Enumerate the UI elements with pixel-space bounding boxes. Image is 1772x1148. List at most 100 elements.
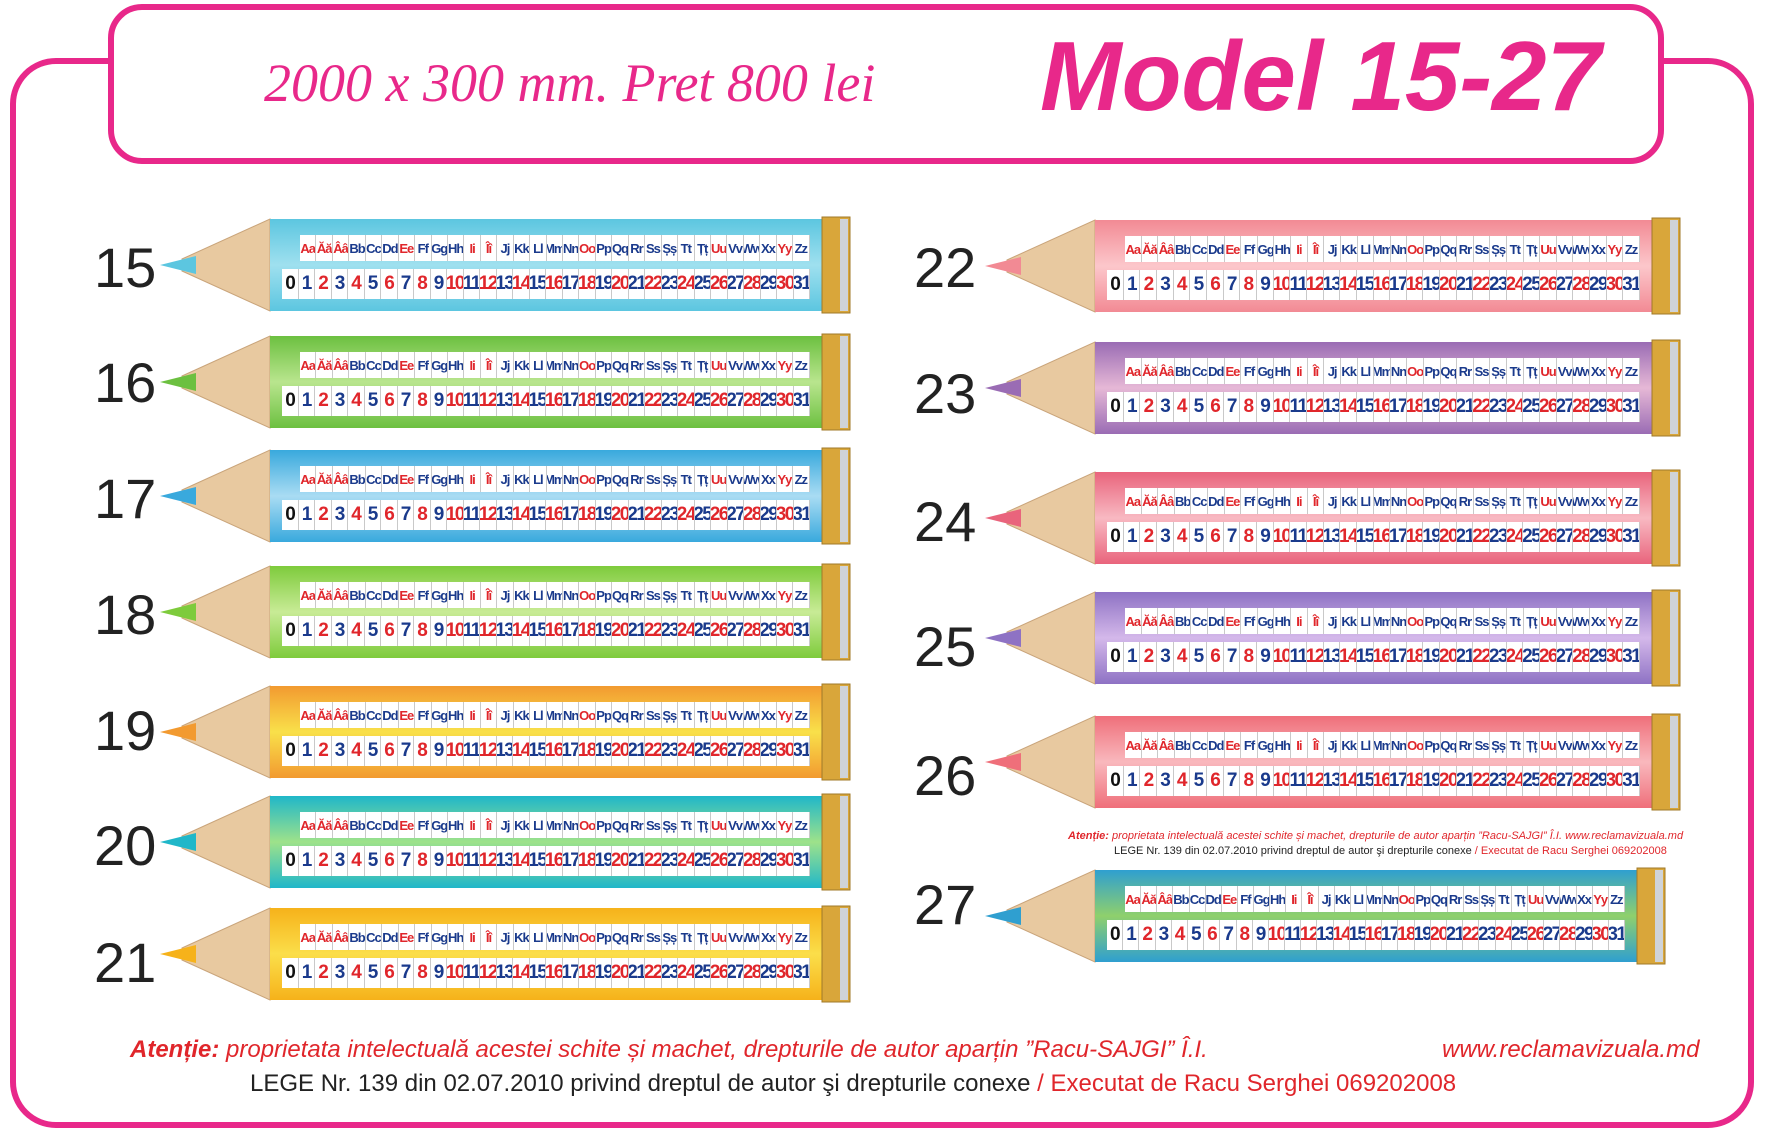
digit-cell: 28: [1573, 392, 1591, 422]
pencil-number: 22: [914, 236, 977, 299]
letter-cell: Yy: [776, 352, 794, 378]
digit-cell: 24: [1495, 920, 1512, 950]
digit-cell: 21: [628, 616, 645, 646]
digit-cell: 2: [315, 269, 332, 299]
pencil-shape: [160, 563, 851, 661]
pencil-lead: [985, 753, 1021, 771]
digit-cell: 26: [711, 500, 728, 530]
letter-cell: Ââ: [332, 924, 350, 950]
letter-cell: Tt: [1507, 608, 1524, 634]
letter-cell: Gg: [1257, 488, 1275, 514]
letter-cell: Cc: [365, 582, 383, 608]
pencil-ferrule: [840, 219, 848, 311]
digit-cell: 7: [1220, 920, 1237, 950]
digit-cell: 13: [496, 846, 513, 876]
letter-cell: Bb: [349, 352, 366, 378]
letter-cell: Șș: [661, 582, 679, 608]
digit-cell: 11: [1285, 920, 1302, 950]
pencil-number: 27: [914, 873, 977, 936]
digit-cell: 12: [480, 500, 497, 530]
letter-cell: Ăă: [1141, 608, 1159, 634]
pencil-ferrule: [1670, 592, 1678, 684]
letter-cell: Cc: [365, 352, 383, 378]
digit-cell: 8: [1236, 920, 1253, 950]
digit-cell: 8: [1240, 642, 1257, 672]
digit-cell: 19: [595, 958, 612, 988]
digit-cell: 4: [348, 500, 365, 530]
digit-cell: 19: [595, 269, 612, 299]
letter-cell: Qq: [1431, 886, 1448, 912]
letter-cell: Nn: [1390, 358, 1408, 384]
digit-cell: 0: [282, 269, 299, 299]
header-title: Model 15-27: [1040, 21, 1601, 131]
letter-cell: Ss: [645, 582, 662, 608]
letter-cell: Rr: [628, 352, 646, 378]
digit-cell: 18: [1406, 392, 1424, 422]
pencil-shape: [985, 867, 1666, 965]
digit-cell: 21: [628, 500, 645, 530]
digit-cell: 15: [529, 846, 546, 876]
pencil-shape: [985, 589, 1681, 687]
pencil-shape: [985, 339, 1681, 437]
digit-cell: 31: [1623, 522, 1640, 552]
digit-cell: 30: [1606, 642, 1624, 672]
digit-cell: 16: [1373, 392, 1391, 422]
letter-cell: Ll: [1357, 608, 1375, 634]
letter-cell: Pp: [1423, 488, 1441, 514]
letter-cell: Țț: [1523, 608, 1541, 634]
digit-cell: 20: [612, 616, 629, 646]
letter-cell: Tt: [678, 702, 695, 728]
pencil-number: 16: [94, 351, 157, 414]
digit-cell: 28: [744, 736, 761, 766]
digit-cell: 15: [529, 386, 546, 416]
digit-cell: 3: [1156, 392, 1174, 422]
digit-cell: 3: [1156, 522, 1174, 552]
letter-cell: Rr: [1457, 358, 1474, 384]
digit-cell: 6: [381, 846, 398, 876]
digit-cell: 18: [579, 500, 596, 530]
digit-cell: 15: [529, 616, 546, 646]
digit-cell: 30: [777, 958, 794, 988]
digit-cell: 23: [661, 846, 678, 876]
digit-cell: 4: [348, 958, 365, 988]
digit-cell: 3: [331, 958, 348, 988]
letter-cell: Ll: [1357, 732, 1375, 758]
letter-cell: Xx: [1590, 488, 1607, 514]
digit-cell: 30: [777, 616, 794, 646]
digit-cell: 7: [397, 500, 414, 530]
letter-cell: Ff: [415, 812, 432, 838]
digit-cell: 6: [381, 386, 398, 416]
digit-cell: 11: [463, 269, 480, 299]
digit-cell: 4: [348, 616, 365, 646]
digit-cell: 0: [1107, 522, 1124, 552]
digit-cell: 1: [1123, 642, 1141, 672]
digit-cell: 13: [1323, 642, 1341, 672]
digit-cell: 6: [1206, 270, 1224, 300]
digit-cell: 9: [430, 500, 447, 530]
letter-cell: Mm: [1374, 608, 1391, 634]
digit-cell: 10: [447, 269, 464, 299]
letter-cell: Gg: [431, 235, 448, 261]
letter-cell: Vv: [1556, 608, 1574, 634]
letters-row: AaĂăÂâBbCcDdEeFfGgHhIiÎîJjKkLlMmNnOoPpQq…: [1125, 732, 1640, 758]
letter-cell: Yy: [1606, 732, 1624, 758]
digit-cell: 29: [760, 958, 777, 988]
header-subtitle: 2000 x 300 mm. Pret 800 lei: [264, 53, 876, 113]
letter-cell: Țț: [694, 582, 711, 608]
digit-cell: 28: [1573, 766, 1591, 796]
letter-cell: Țț: [694, 702, 711, 728]
digit-cell: 22: [645, 500, 662, 530]
digit-cell: 23: [1479, 920, 1496, 950]
digit-cell: 18: [579, 386, 596, 416]
digit-cell: 18: [579, 958, 596, 988]
letter-cell: Uu: [710, 812, 728, 838]
letter-cell: Kk: [1340, 608, 1358, 634]
digit-cell: 24: [1506, 522, 1524, 552]
digit-cell: 23: [661, 736, 678, 766]
letter-cell: Aa: [1125, 732, 1142, 758]
letter-cell: Jj: [497, 235, 514, 261]
digit-cell: 10: [1273, 522, 1291, 552]
